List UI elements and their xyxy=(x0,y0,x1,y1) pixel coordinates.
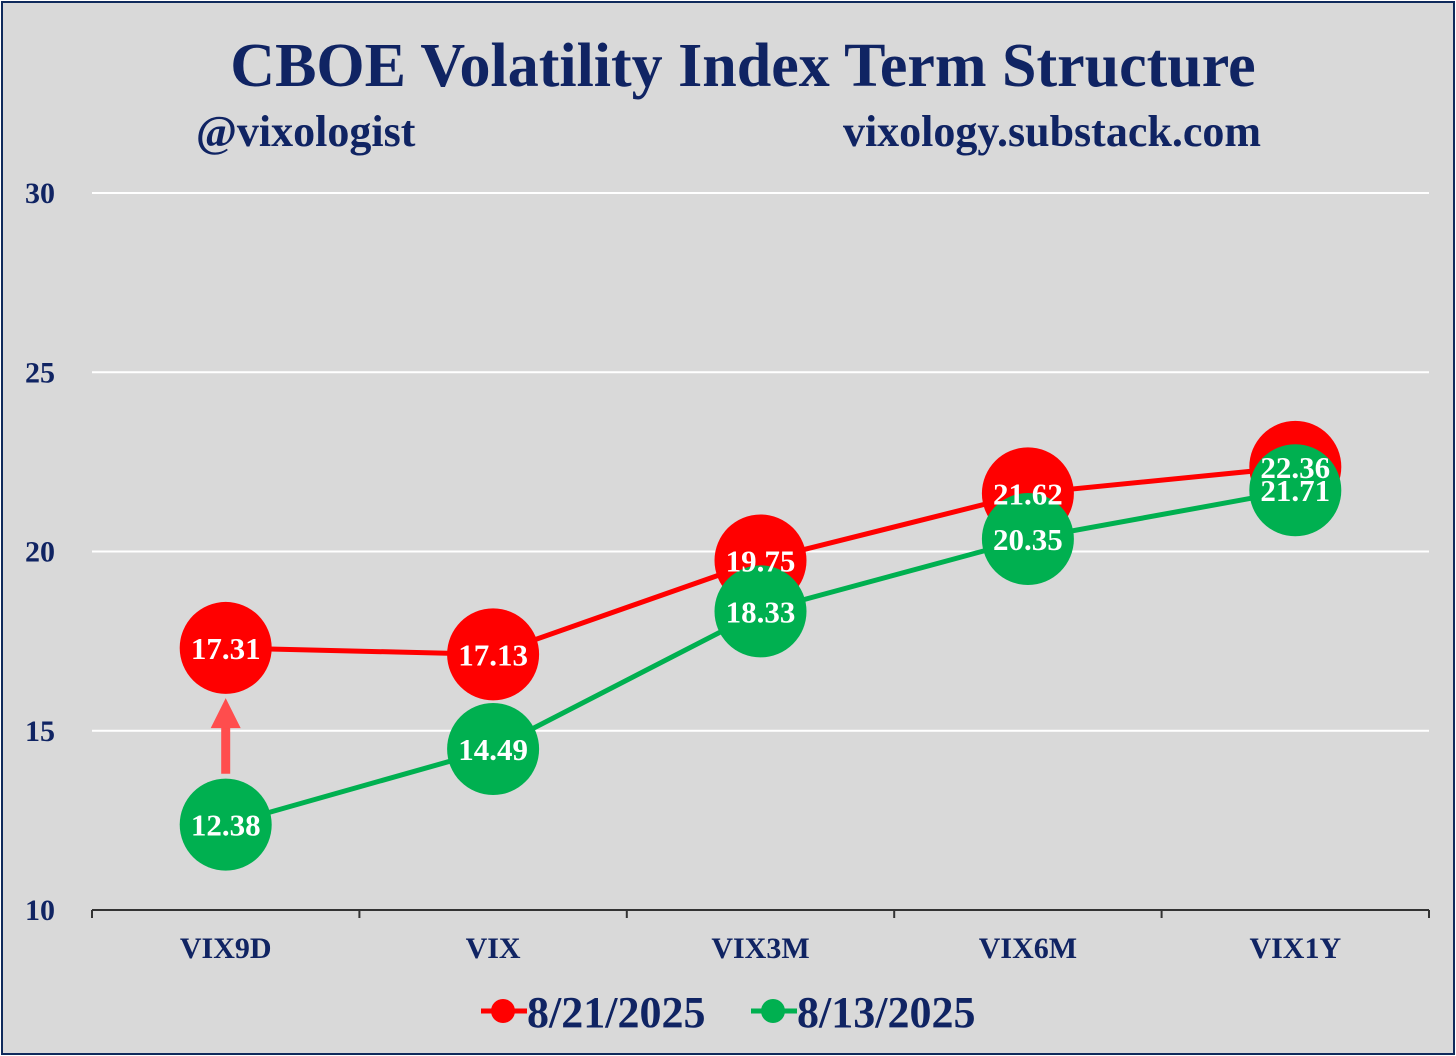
legend-marker xyxy=(491,999,515,1023)
data-point xyxy=(179,601,272,694)
legend: 8/21/2025 8/13/2025 xyxy=(481,988,975,1037)
data-label: 20.35 xyxy=(993,522,1063,557)
data-label: 21.62 xyxy=(993,476,1063,511)
chart-subtitle-url: vixology.substack.com xyxy=(843,107,1261,156)
data-label: 12.38 xyxy=(191,808,261,843)
data-point xyxy=(447,608,540,701)
x-tick-label: VIX3M xyxy=(711,932,809,965)
data-point xyxy=(714,565,807,658)
x-tick-label: VIX9D xyxy=(180,932,272,965)
chart-subtitle-handle: @vixologist xyxy=(196,107,416,156)
data-label: 14.49 xyxy=(458,732,528,767)
data-point xyxy=(179,778,272,871)
x-tick-label: VIX xyxy=(466,932,521,965)
data-point xyxy=(981,492,1074,585)
legend-label: 8/13/2025 xyxy=(797,988,975,1037)
data-label: 17.31 xyxy=(191,631,261,666)
data-point xyxy=(447,703,540,796)
data-label: 21.71 xyxy=(1260,473,1330,508)
arrow-up-icon xyxy=(210,698,241,729)
data-label: 19.75 xyxy=(726,543,796,578)
y-tick-label: 30 xyxy=(25,177,55,210)
data-label: 17.13 xyxy=(458,637,528,672)
data-label: 18.33 xyxy=(726,594,796,629)
chart-svg: CBOE Volatility Index Term Structure @vi… xyxy=(25,32,1430,1037)
legend-label: 8/21/2025 xyxy=(527,988,705,1037)
annotations xyxy=(210,698,241,774)
gridlines xyxy=(92,192,1429,732)
x-tick-label: VIX6M xyxy=(979,932,1077,965)
chart-title: CBOE Volatility Index Term Structure xyxy=(230,32,1255,100)
y-tick-label: 10 xyxy=(25,894,55,927)
series-group: 17.31 17.13 19.75 21.62 22.36 12.38 14.49 18.33… xyxy=(179,420,1342,871)
x-tick-label: VIX1Y xyxy=(1249,932,1341,965)
data-label: 22.36 xyxy=(1260,450,1330,485)
y-tick-label: 20 xyxy=(25,536,55,569)
y-tick-label: 15 xyxy=(25,715,55,748)
data-point xyxy=(1249,444,1342,537)
legend-marker xyxy=(761,999,785,1023)
y-axis: 10 15 20 25 30 xyxy=(25,177,55,927)
x-axis: VIX9D VIX VIX3M VIX6M VIX1Y xyxy=(91,909,1430,965)
y-tick-label: 25 xyxy=(25,356,55,389)
